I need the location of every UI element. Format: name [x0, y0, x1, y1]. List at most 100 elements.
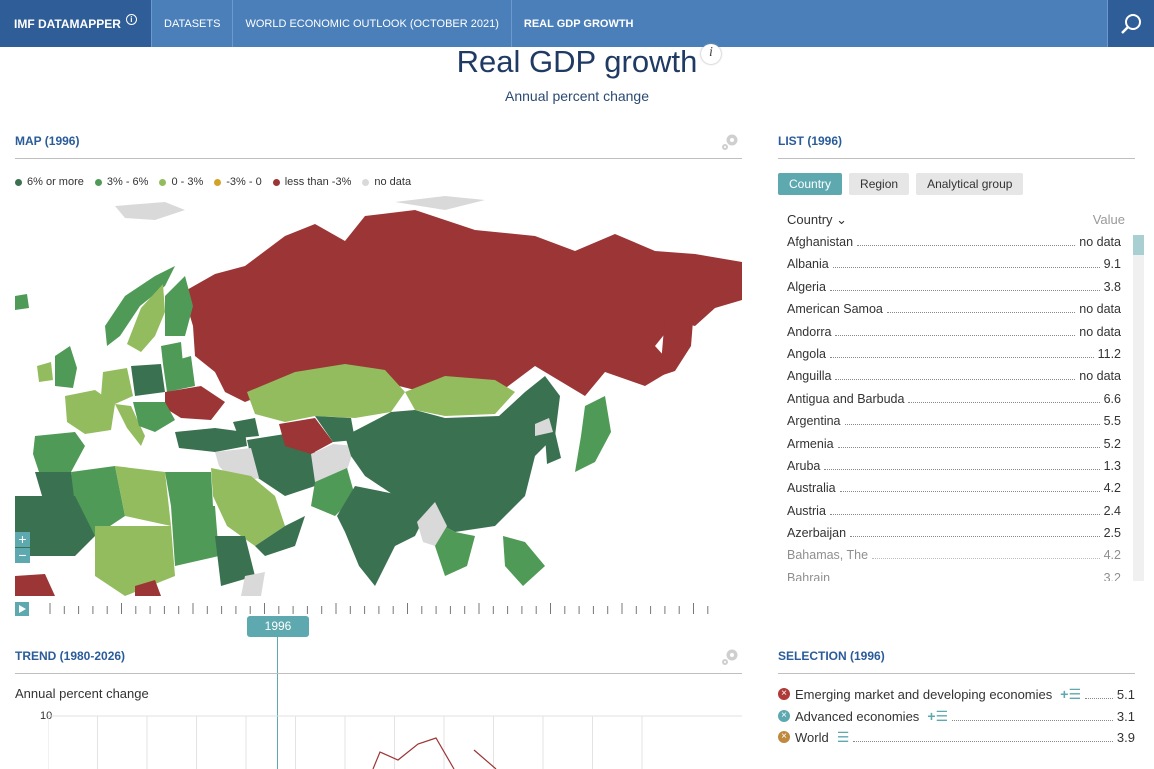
- search-button[interactable]: [1107, 0, 1154, 47]
- trend-chart[interactable]: [48, 712, 742, 769]
- dotted-leader: [853, 732, 1113, 742]
- map-settings-icon[interactable]: [720, 132, 740, 152]
- list-item[interactable]: Antigua and Barbuda 6.6: [787, 392, 1121, 414]
- country-sort-button[interactable]: Country ⌄: [787, 212, 847, 228]
- zoom-in-button[interactable]: +: [15, 532, 30, 547]
- legend-item-3-6[interactable]: 3% - 6%: [94, 176, 148, 188]
- zoom-out-button[interactable]: −: [15, 548, 30, 563]
- legend-item-less-than-neg3[interactable]: less than -3%: [272, 176, 351, 188]
- map-region-india[interactable]: [337, 486, 425, 586]
- tab-country[interactable]: Country: [778, 173, 843, 195]
- map-region-sweden[interactable]: [127, 284, 165, 352]
- tab-analytical-group[interactable]: Analytical group: [916, 173, 1024, 195]
- map-region-iceland[interactable]: [15, 294, 29, 310]
- list-item[interactable]: Albania 9.1: [787, 257, 1121, 279]
- info-icon[interactable]: i: [125, 14, 137, 25]
- map-region-germany[interactable]: [101, 368, 133, 404]
- world-map[interactable]: [15, 196, 742, 596]
- map-region-novaya-zemlya[interactable]: [395, 196, 485, 210]
- list-item[interactable]: Bahamas, The 4.2: [787, 548, 1121, 570]
- map-region-sahel[interactable]: [15, 496, 95, 556]
- remove-icon[interactable]: ×: [778, 731, 790, 743]
- map-region-uzbekistan[interactable]: [315, 416, 355, 442]
- map-region-ethiopia[interactable]: [215, 536, 255, 586]
- map-region-mongolia[interactable]: [405, 376, 515, 416]
- map-region-japan[interactable]: [575, 396, 611, 472]
- map-region-north-korea[interactable]: [535, 418, 553, 436]
- legend-item-0-3[interactable]: 0 - 3%: [159, 176, 203, 188]
- map-region-uk[interactable]: [55, 346, 77, 388]
- map-region-turkmenistan[interactable]: [279, 418, 333, 454]
- map-region-yemen-oman[interactable]: [255, 516, 305, 556]
- nav-datasets[interactable]: DATASETS: [151, 0, 232, 47]
- remove-icon[interactable]: ×: [778, 710, 790, 722]
- map-region-egypt[interactable]: [165, 472, 213, 506]
- trend-settings-icon[interactable]: [720, 647, 740, 667]
- map-region-myanmar[interactable]: [417, 502, 447, 546]
- legend-item-6-or-more[interactable]: 6% or more: [15, 176, 84, 188]
- legend-item-no-data[interactable]: no data: [362, 176, 411, 188]
- add-to-list-icon[interactable]: +☰: [927, 707, 949, 724]
- map-region-poland[interactable]: [131, 364, 165, 396]
- chevron-down-icon: ⌄: [836, 212, 848, 227]
- year-timeline[interactable]: [15, 600, 715, 620]
- list-item[interactable]: Armenia 5.2: [787, 437, 1121, 459]
- map-region-belarus[interactable]: [163, 356, 195, 392]
- map-region-nigeria[interactable]: [135, 580, 161, 596]
- map-region-ukraine[interactable]: [165, 386, 225, 420]
- list-scrollbar[interactable]: [1133, 235, 1144, 581]
- map-region-ireland[interactable]: [37, 362, 53, 382]
- map-region-sudan[interactable]: [171, 506, 219, 566]
- map-region-iraq-syria[interactable]: [215, 448, 259, 484]
- map-region-norway[interactable]: [105, 266, 175, 346]
- selection-name: Emerging market and developing economies: [795, 686, 1053, 702]
- map-region-svalbard[interactable]: [115, 202, 185, 220]
- map-region-malaysia-indonesia[interactable]: [503, 536, 545, 586]
- legend-item-neg3-0[interactable]: -3% - 0: [214, 176, 262, 188]
- list-item[interactable]: Argentina 5.5: [787, 414, 1121, 436]
- map-region-iberia[interactable]: [33, 432, 85, 472]
- map-region-west-africa[interactable]: [15, 574, 55, 596]
- map-region-libya[interactable]: [115, 466, 171, 526]
- map-legend: 6% or more 3% - 6% 0 - 3% -3% - 0 less t…: [15, 176, 422, 188]
- map-region-finland[interactable]: [165, 276, 193, 336]
- title-info-icon[interactable]: i: [701, 44, 721, 64]
- add-to-list-icon[interactable]: +☰: [1060, 685, 1081, 702]
- map-region-russia[interactable]: [185, 210, 742, 402]
- list-item[interactable]: Algeria 3.8: [787, 280, 1121, 302]
- tab-region[interactable]: Region: [849, 173, 910, 195]
- nav-real-gdp-growth[interactable]: REAL GDP GROWTH: [510, 0, 646, 47]
- list-item[interactable]: Azerbaijan 2.5: [787, 526, 1121, 548]
- map-region-caucasus[interactable]: [233, 418, 259, 438]
- map-region-pakistan[interactable]: [311, 468, 355, 516]
- list-item[interactable]: Australia 4.2: [787, 481, 1121, 503]
- map-region-korea[interactable]: [545, 432, 561, 464]
- list-item[interactable]: American Samoa no data: [787, 302, 1121, 324]
- map-region-italy[interactable]: [115, 404, 145, 446]
- list-item[interactable]: Bahrain 3.2: [787, 571, 1121, 581]
- nav-weo[interactable]: WORLD ECONOMIC OUTLOOK (OCTOBER 2021): [232, 0, 510, 47]
- map-region-somalia[interactable]: [241, 572, 265, 596]
- remove-icon[interactable]: ×: [778, 688, 790, 700]
- list-scroll-thumb[interactable]: [1133, 235, 1144, 255]
- list-item[interactable]: Angola 11.2: [787, 347, 1121, 369]
- map-region-turkey[interactable]: [175, 428, 247, 452]
- country-value: 6.6: [1103, 391, 1121, 406]
- list-item[interactable]: Afghanistan no data: [787, 235, 1121, 257]
- map-region-baltics[interactable]: [161, 342, 183, 364]
- list-item[interactable]: Andorra no data: [787, 325, 1121, 347]
- list-item[interactable]: Aruba 1.3: [787, 459, 1121, 481]
- map-region-saudi-arabia[interactable]: [211, 468, 285, 546]
- map-region-china[interactable]: [345, 376, 560, 532]
- map-region-kamchatka[interactable]: [660, 296, 695, 376]
- map-region-kazakhstan[interactable]: [247, 364, 405, 422]
- list-icon[interactable]: ☰: [836, 728, 850, 745]
- list-item[interactable]: Anguilla no data: [787, 369, 1121, 391]
- map-region-france[interactable]: [65, 390, 115, 434]
- selected-year-handle[interactable]: 1996: [247, 616, 309, 637]
- list-item[interactable]: Austria 2.4: [787, 504, 1121, 526]
- country-list[interactable]: Afghanistan no data Albania 9.1 Algeria 3.8 Am…: [787, 235, 1121, 581]
- brand-link[interactable]: IMF DATAMAPPER i: [0, 0, 151, 47]
- map-region-niger-chad[interactable]: [95, 526, 175, 596]
- map-region-balkans[interactable]: [133, 402, 175, 432]
